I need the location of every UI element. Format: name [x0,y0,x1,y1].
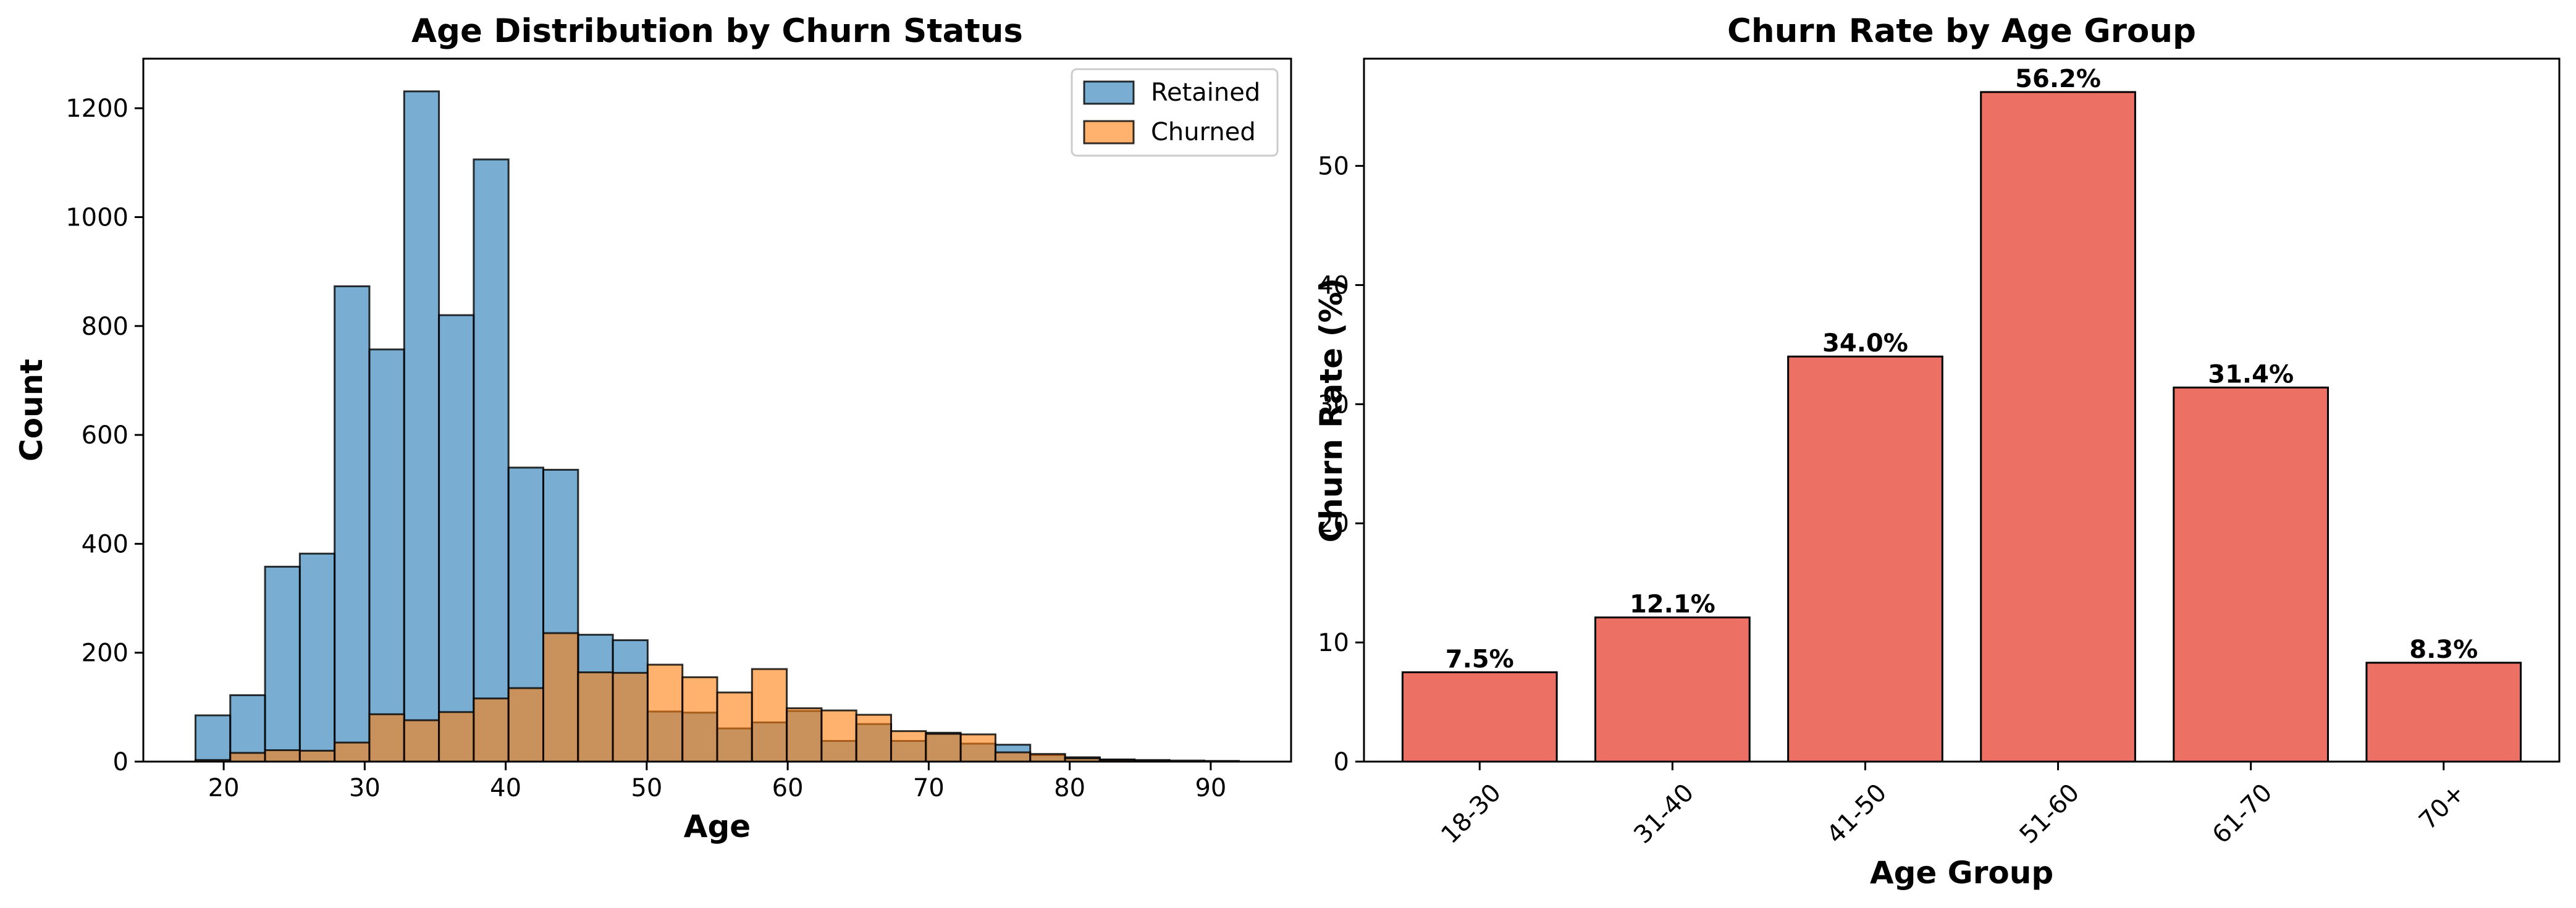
churned-legend-swatch [1083,120,1135,145]
churn-rate-data-label: 7.5% [1446,645,1514,673]
histogram-panel: Age Distribution by Churn Status 20 30 40 5… [14,12,1292,844]
churned-bin-bar [438,711,475,763]
retained-legend-swatch [1083,80,1135,105]
churned-bin-bar [368,713,405,763]
retained-bin-bar [403,90,440,763]
churn-rate-data-label: 8.3% [2409,636,2478,664]
retained-bin-bar [194,714,232,763]
bar-chart-x-tick-label: 41-50 [1821,778,1892,849]
churn-rate-bar [2365,662,2522,763]
churned-bin-bar [334,741,371,763]
churned-bin-bar [751,668,788,763]
bar-chart-data-labels: 7.5% 12.1% 34.0% 56.2% 31.4% 8.3% [1446,65,2478,673]
bar-chart-x-ticks: 18-30 31-40 41-50 51-60 61-70 70+ [1436,762,2470,849]
histogram-y-tick-label: 600 [82,421,128,450]
churned-bin-bar [786,707,823,763]
bar-chart-x-tick-label: 61-70 [2207,778,2278,849]
churned-bin-bar [542,632,579,763]
churned-bin-bar [646,663,684,763]
histogram-title: Age Distribution by Churn Status [411,12,1023,50]
retained-bin-bar [334,285,371,763]
bar-chart-plot-frame [1363,57,2561,763]
bar-chart-panel: Churn Rate by Age Group 7.5% 12.1% 34.0% 56… [1313,12,2561,891]
histogram-legend: Retained Churned [1071,68,1279,157]
churn-rate-bar [1980,91,2136,763]
churned-bin-bar [716,691,753,763]
churn-rate-bar [1594,616,1751,763]
bar-chart-x-tick-label: 18-30 [1436,778,1507,849]
histogram-y-tick-label: 1000 [65,204,128,232]
churn-rate-bar [1787,355,1943,763]
histogram-x-tick-label: 80 [1054,774,1085,802]
retained-bin-bar [438,314,475,763]
bar-chart-y-axis-label: Churn Rate (%) [1313,278,1349,543]
retained-bin-bar [473,158,510,763]
churned-bin-bar [681,676,718,763]
bar-chart-x-tick-label: 31-40 [1628,778,1699,849]
histogram-x-tick-label: 90 [1195,774,1226,802]
churn-rate-bar [2173,386,2329,763]
churned-bin-bar [612,671,649,763]
histogram-y-tick-label: 1200 [65,95,128,123]
churned-bin-bar [994,751,1032,763]
histogram-x-tick-label: 40 [490,774,521,802]
churn-rate-data-label: 34.0% [1822,329,1908,358]
histogram-plot-frame [142,57,1292,763]
churned-bin-bar [925,733,962,763]
histogram-x-tick-label: 70 [913,774,945,802]
histogram-bars [194,90,1240,763]
histogram-y-tick-label: 200 [82,639,128,668]
histogram-x-tick-label: 20 [208,774,240,802]
bar-chart-y-ticks: 0 10 20 30 40 50 [1318,153,1364,776]
bar-chart-x-tick-label: 70+ [2414,778,2470,835]
churned-bin-bar [820,709,857,763]
churned-legend-label: Churned [1151,118,1256,146]
churned-bin-bar [855,713,893,763]
bar-chart-x-axis-label: Age Group [1870,855,2053,891]
retained-bin-bar [264,565,301,763]
bar-chart-y-tick-label: 40 [1318,271,1349,300]
churned-bin-bar [473,697,510,763]
bar-chart-y-tick-label: 10 [1318,629,1349,657]
churn-rate-data-label: 12.1% [1630,591,1715,619]
histogram-x-ticks: 20 30 40 50 60 70 80 90 [208,762,1226,802]
bar-chart-title: Churn Rate by Age Group [1727,12,2196,50]
churned-bin-bar [507,687,544,763]
churned-bin-bar [229,752,266,763]
bar-chart-y-tick-label: 30 [1318,390,1349,419]
retained-bin-bar [368,348,405,763]
bar-chart-y-tick-label: 20 [1318,510,1349,538]
churn-rate-data-label: 31.4% [2208,360,2294,389]
histogram-y-tick-label: 400 [82,530,128,558]
bar-chart-y-tick-label: 50 [1318,153,1349,181]
churned-bin-bar [403,719,440,763]
retained-legend-label: Retained [1151,78,1260,107]
churned-bin-bar [959,733,996,763]
churned-bin-bar [264,749,301,763]
histogram-x-tick-label: 50 [631,774,662,802]
histogram-x-axis-label: Age [684,809,751,844]
churned-bin-bar [1029,753,1066,763]
histogram-x-tick-label: 60 [772,774,804,802]
bar-chart-bars [1401,91,2522,763]
bar-chart-x-tick-label: 51-60 [2014,778,2086,849]
histogram-y-ticks: 0 200 400 600 800 1000 1200 [65,95,143,776]
histogram-x-tick-label: 30 [349,774,381,802]
churn-rate-bar [1401,671,1558,763]
bar-chart-y-tick-label: 0 [1334,748,1349,776]
retained-bin-bar [229,694,266,763]
retained-bin-bar [298,552,336,763]
churned-bin-bar [577,671,614,763]
histogram-y-tick-label: 0 [113,748,128,776]
histogram-y-axis-label: Count [14,359,49,461]
churned-bin-bar [890,730,927,763]
churned-bin-bar [298,749,336,763]
histogram-y-tick-label: 800 [82,313,128,341]
churn-rate-data-label: 56.2% [2015,65,2101,93]
